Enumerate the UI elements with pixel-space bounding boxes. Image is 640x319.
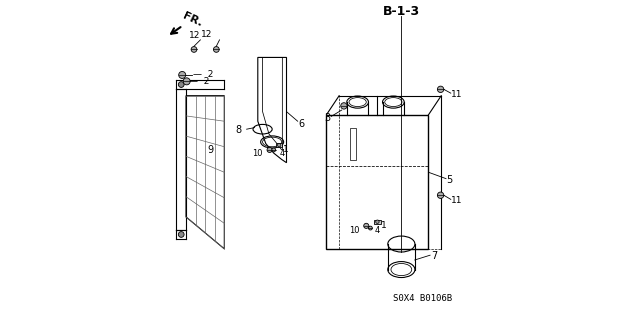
Circle shape — [437, 86, 444, 93]
Text: 11: 11 — [451, 196, 463, 205]
Text: FR.: FR. — [181, 11, 204, 29]
Circle shape — [179, 82, 184, 87]
Text: 3: 3 — [324, 113, 330, 123]
Bar — [350, 128, 356, 160]
Circle shape — [340, 103, 347, 109]
Text: 11: 11 — [451, 90, 463, 99]
Circle shape — [369, 226, 372, 230]
Text: 12: 12 — [189, 31, 200, 40]
Text: 12: 12 — [202, 30, 212, 39]
Circle shape — [272, 148, 276, 152]
Text: 6: 6 — [298, 119, 305, 130]
Text: 10: 10 — [349, 226, 360, 235]
Text: 7: 7 — [431, 251, 437, 261]
Text: S0X4 B0106B: S0X4 B0106B — [392, 294, 452, 303]
Text: 4: 4 — [280, 149, 285, 158]
Circle shape — [183, 78, 190, 85]
Text: 1: 1 — [284, 145, 289, 154]
Text: 9: 9 — [207, 145, 213, 155]
Circle shape — [437, 192, 444, 198]
Circle shape — [376, 220, 379, 223]
Circle shape — [191, 47, 197, 52]
Text: 4: 4 — [374, 226, 380, 235]
Circle shape — [179, 232, 184, 237]
Text: 1: 1 — [381, 221, 387, 230]
Circle shape — [179, 71, 186, 78]
Text: —  2: — 2 — [193, 70, 213, 79]
Text: 10: 10 — [252, 149, 262, 158]
Text: —  2: — 2 — [189, 77, 209, 86]
Bar — [326, 115, 428, 249]
Circle shape — [364, 223, 369, 228]
Bar — [374, 220, 381, 224]
Bar — [276, 143, 282, 147]
Circle shape — [267, 147, 272, 152]
Text: B-1-3: B-1-3 — [383, 5, 420, 18]
Text: 8: 8 — [236, 125, 242, 135]
Circle shape — [278, 144, 281, 147]
Circle shape — [214, 47, 219, 52]
Text: 5: 5 — [447, 174, 453, 185]
